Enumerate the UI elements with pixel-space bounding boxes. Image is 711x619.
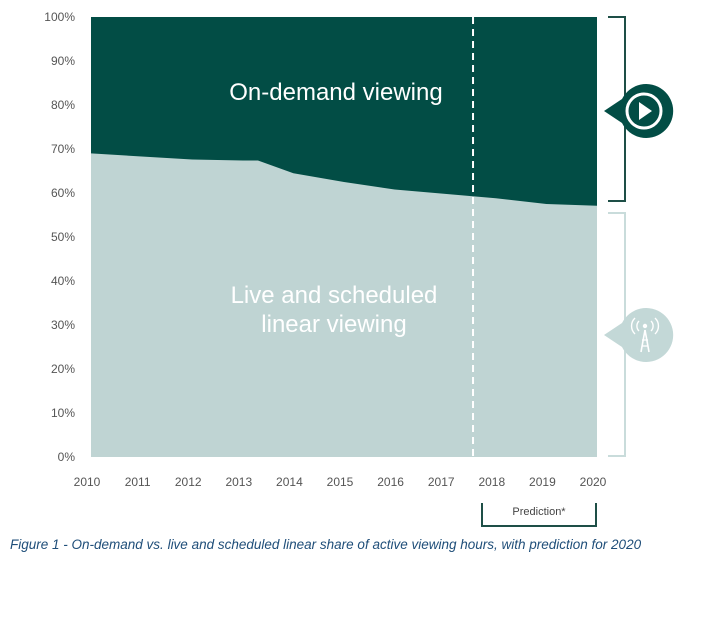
play-icon bbox=[604, 84, 674, 138]
prediction-label: Prediction* bbox=[512, 506, 566, 518]
y-tick-label: 50% bbox=[51, 230, 75, 244]
x-tick-label: 2010 bbox=[74, 475, 101, 489]
y-tick-label: 0% bbox=[58, 450, 76, 464]
figure-caption: Figure 1 - On-demand vs. live and schedu… bbox=[10, 537, 642, 552]
x-tick-label: 2012 bbox=[175, 475, 202, 489]
x-tick-label: 2014 bbox=[276, 475, 303, 489]
area-label-linear-line1: Live and scheduled bbox=[231, 282, 438, 309]
y-tick-label: 70% bbox=[51, 142, 75, 156]
y-tick-label: 20% bbox=[51, 362, 75, 376]
y-tick-label: 100% bbox=[44, 10, 75, 24]
x-tick-label: 2018 bbox=[478, 475, 505, 489]
x-tick-label: 2013 bbox=[225, 475, 252, 489]
area-linear bbox=[91, 153, 597, 457]
y-tick-label: 10% bbox=[51, 406, 75, 420]
broadcast-tower-icon bbox=[604, 308, 674, 362]
y-tick-label: 90% bbox=[51, 54, 75, 68]
x-tick-label: 2017 bbox=[428, 475, 455, 489]
y-tick-label: 60% bbox=[51, 186, 75, 200]
x-tick-label: 2016 bbox=[377, 475, 404, 489]
area-label-on-demand: On-demand viewing bbox=[229, 79, 442, 106]
y-tick-label: 80% bbox=[51, 98, 75, 112]
x-tick-label: 2019 bbox=[529, 475, 556, 489]
prediction-bracket bbox=[481, 503, 597, 527]
area-label-linear-line2: linear viewing bbox=[261, 311, 406, 338]
y-tick-label: 40% bbox=[51, 274, 75, 288]
x-tick-label: 2015 bbox=[327, 475, 354, 489]
x-tick-label: 2020 bbox=[580, 475, 607, 489]
x-tick-label: 2011 bbox=[125, 475, 151, 489]
y-tick-label: 30% bbox=[51, 318, 75, 332]
chart: On-demand viewing Live and scheduled lin… bbox=[44, 10, 674, 527]
